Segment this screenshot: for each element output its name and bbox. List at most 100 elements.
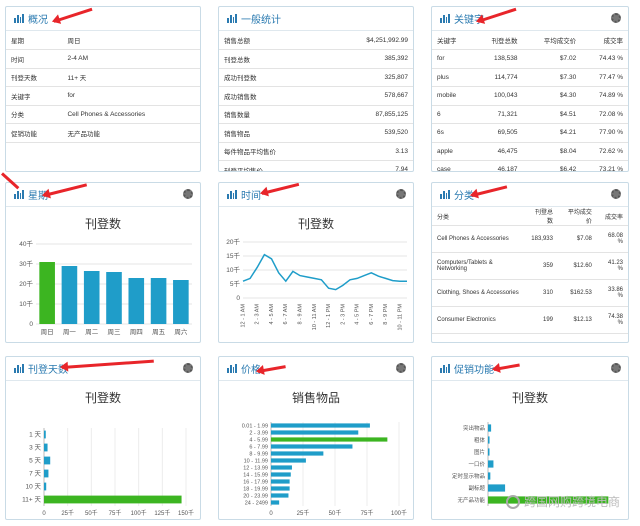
watermark-logo-icon [505,494,520,509]
keyword-cell: 72.62 % [581,142,628,161]
bar [44,456,51,465]
x-tick-label: 10 - 11 AM [312,304,318,331]
x-tick-label: 8 - 9 AM [297,304,303,325]
keyword-row[interactable]: mobile 100,043 $4.30 74.89 % [432,86,628,106]
y-tick-label: 10千 [226,265,240,274]
overview-value: 2-4 AM [62,49,200,69]
keyword-cell: $6.42 [522,160,582,171]
category-row[interactable]: Clothing, Shoes & Accessories 310 $162.53 3… [432,279,628,307]
keyword-column-header[interactable]: 刊登总数 [472,31,523,50]
general-stats-row: 每件物品平均售价 3.13 [219,142,413,161]
bar [271,458,306,463]
x-tick-label: 2 - 3 AM [255,304,261,325]
y-tick-label: 5 天 [29,457,41,465]
category-column-header[interactable]: 分类 [432,207,525,226]
time-chart: 20千 15千 10千 5千 012 - 1 AM 2 - 3 AM 4 - 5 AM 6 -… [226,237,407,331]
category-title: 分类 [454,191,474,202]
overview-row: 时间 2-4 AM [6,49,200,69]
bar-chart-icon [14,364,24,373]
bar-chart-icon [227,190,237,199]
y-tick-label: 15千 [226,251,240,260]
category-cell: 74.38 % [596,306,628,334]
category-cell: 41.23 % [596,252,628,280]
y-tick-label: 10 天 [25,483,41,491]
y-tick-label: 1 天 [29,431,41,439]
keyword-cell: for [432,49,473,69]
overview-title: 概况 [28,15,48,26]
x-tick-label: 4 - 5 AM [269,304,275,325]
keyword-column-header[interactable]: 关键字 [432,31,473,50]
category-column-header[interactable]: 刊登总数 [524,207,558,226]
gear-icon[interactable] [183,363,193,373]
y-tick-label: 粗体 [474,436,486,444]
bar [271,465,292,470]
promo-header: 促销功能 [432,357,628,381]
keyword-row[interactable]: 6 71,321 $4.51 72.08 % [432,105,628,124]
overview-label: 关键字 [6,86,63,106]
gear-icon[interactable] [611,363,621,373]
bar-chart-icon [227,364,237,373]
time-header: 时间 [219,183,413,207]
y-tick-label: 0 [236,295,240,302]
x-tick-label: 周四 [130,328,143,336]
category-row[interactable]: Cell Phones & Accessories 183,933 $7.08 68.… [432,225,628,253]
price-title: 价格 [241,365,261,376]
category-table: 分类 刊登总数 平均成交价 成交率 Cell Phones & Accessories… [432,207,628,334]
x-tick-label: 50千 [329,509,342,517]
overview-value: 无产品功能 [62,123,200,143]
keyword-column-header[interactable]: 平均成交价 [522,31,582,50]
keyword-row[interactable]: apple 46,475 $8.04 72.62 % [432,142,628,161]
keyword-row[interactable]: plus 114,774 $7.30 77.47 % [432,68,628,87]
category-cell: $12.13 [558,306,597,334]
x-tick-label: 周二 [85,328,99,336]
keyword-cell: $4.30 [522,86,582,106]
gear-icon[interactable] [183,189,193,199]
weekday-title: 星期 [28,191,48,202]
bar-chart-icon [14,190,24,199]
keyword-row[interactable]: case 46,187 $6.42 73.21 % [432,160,628,171]
category-cell: 359 [524,252,558,280]
category-column-header[interactable]: 平均成交价 [558,207,597,226]
x-tick-label: 6 - 7 AM [283,304,289,325]
overview-table: 星期 周日 时间 2-4 AM 刊登天数 11+ 天关键字 for 分类 Cell Phones… [6,31,200,143]
watermark: 跨国网购跨境电商 [505,493,620,510]
keyword-row[interactable]: 6s 69,505 $4.21 77.90 % [432,123,628,143]
general-stats-label: 销售物品 [219,123,325,143]
general-stats-value: 87,855,125 [324,105,413,124]
bar [61,266,78,324]
y-tick-label: 0 [29,321,33,328]
category-cell: 68.08 % [596,225,628,253]
y-tick-label: 11+ 天 [22,496,41,504]
general-stats-label: 成功销售数 [219,86,325,106]
category-column-header[interactable]: 成交率 [596,207,628,226]
bar-chart-icon [14,14,24,23]
y-tick-label: 无产品功能 [457,496,485,504]
bar [271,437,388,442]
bar [271,486,290,491]
gear-icon[interactable] [611,13,621,23]
bar [488,448,490,456]
keyword-column-header[interactable]: 成交率 [581,31,628,50]
gear-icon[interactable] [396,189,406,199]
category-row[interactable]: Consumer Electronics 199 $12.13 74.38 % [432,306,628,334]
y-tick-label: 20 - 23.99 [243,494,268,500]
weekday-chart: 40千 30千 20千 10千 0 周日 周一 周二 周三 周四 周五 周六 [19,239,192,336]
bar [128,278,145,324]
y-tick-label: 30千 [19,259,33,268]
category-cell: $7.08 [558,225,597,253]
y-tick-label: 副标题 [468,484,485,492]
category-cell: 199 [524,306,558,334]
bar [488,436,490,444]
y-tick-label: 40千 [19,239,33,248]
keyword-row[interactable]: for 138,538 $7.02 74.43 % [432,49,628,69]
listing-days-chart-title: 刊登数 [84,391,121,405]
gear-icon[interactable] [396,363,406,373]
general-stats-label: 每件物品平均售价 [219,142,325,161]
bar [271,423,370,428]
gear-icon[interactable] [611,189,621,199]
keyword-cell: plus [432,68,473,87]
bar [44,495,182,504]
category-row[interactable]: Computers/Tablets & Networking 359 $12.60 4… [432,252,628,280]
x-tick-label: 周日 [41,328,54,336]
